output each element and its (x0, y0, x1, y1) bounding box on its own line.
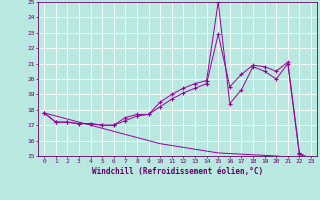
X-axis label: Windchill (Refroidissement éolien,°C): Windchill (Refroidissement éolien,°C) (92, 167, 263, 176)
